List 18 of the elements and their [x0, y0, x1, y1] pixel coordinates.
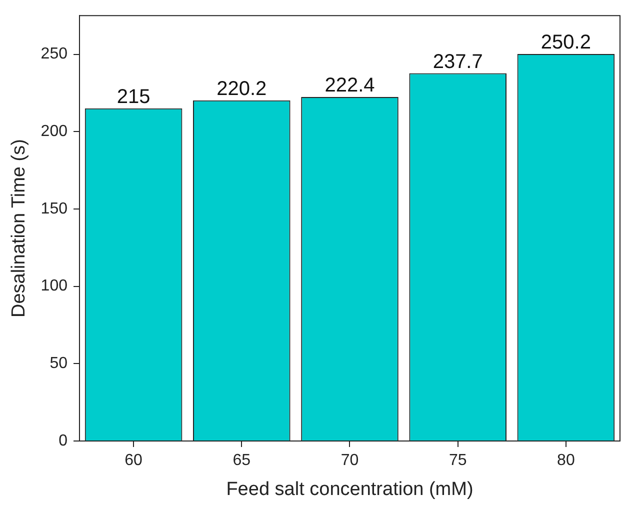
y-tick-label: 150: [40, 200, 68, 218]
data-label: 220.2: [216, 78, 267, 100]
y-tick-label: 50: [50, 355, 68, 372]
x-tick-label: 75: [448, 452, 467, 470]
y-tick-label: 250: [40, 46, 68, 63]
data-label: 222.4: [324, 74, 375, 96]
data-label: 237.7: [432, 50, 483, 73]
x-tick-label: 60: [124, 452, 143, 470]
y-tick-label: 0: [58, 432, 68, 450]
y-axis-title: Desalination Time (s): [8, 139, 30, 318]
y-tick-label: 200: [40, 123, 68, 140]
x-tick-label: 80: [557, 452, 575, 470]
data-label: 215: [116, 86, 150, 108]
x-tick-label: 65: [232, 452, 251, 470]
data-label: 250.2: [540, 31, 591, 54]
x-axis-title: Feed salt concentration (mM): [226, 478, 474, 500]
x-tick-label: 70: [340, 452, 359, 470]
y-tick-label: 100: [40, 278, 68, 295]
